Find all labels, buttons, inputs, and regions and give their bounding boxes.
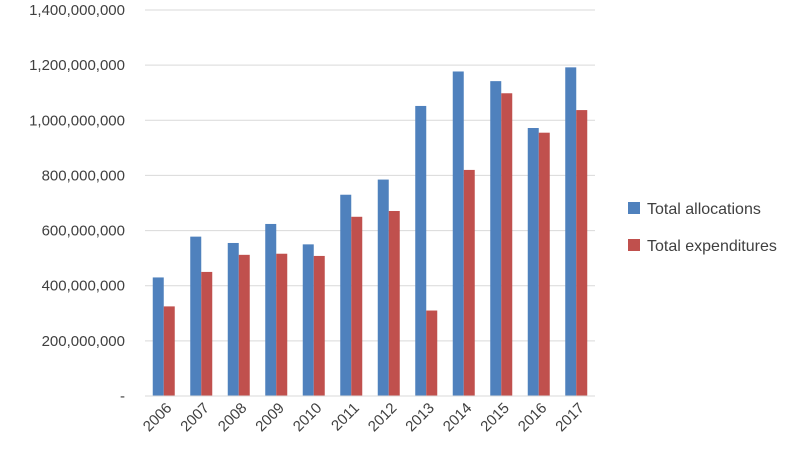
bar-total-allocations-2014 — [452, 71, 464, 396]
bar-total-allocations-2007 — [190, 236, 202, 396]
bar-total-expenditures-2010 — [313, 255, 325, 396]
x-tick-label: 2008 — [215, 400, 251, 436]
bar-total-expenditures-2016 — [538, 132, 550, 396]
bar-total-allocations-2008 — [227, 242, 239, 396]
x-axis: 2006 2007 2008 2009 2010 2011 2012 2013 2014 2015… — [140, 395, 595, 436]
bar-total-expenditures-2007 — [201, 271, 213, 396]
legend-label-total-allocations: Total allocations — [647, 201, 761, 218]
x-tick-label: 2017 — [552, 400, 588, 436]
bar-total-allocations-2009 — [265, 223, 277, 396]
bar-total-expenditures-2009 — [276, 253, 288, 396]
bar-total-allocations-2016 — [527, 128, 539, 396]
bars — [152, 67, 588, 397]
bar-total-expenditures-2017 — [576, 110, 588, 396]
bar-total-expenditures-2013 — [426, 310, 438, 396]
y-tick-label: 1,400,000,000 — [29, 2, 125, 19]
y-tick-label: 400,000,000 — [42, 278, 125, 295]
legend-label-total-expenditures: Total expenditures — [647, 238, 777, 255]
bar-total-expenditures-2015 — [501, 93, 513, 396]
y-axis: - 200,000,000 400,000,000 600,000,000 800,00… — [29, 2, 125, 405]
y-tick-label: 200,000,000 — [42, 333, 125, 350]
x-tick-label: 2010 — [290, 400, 326, 436]
legend-swatch-total-expenditures — [628, 239, 640, 251]
bar-total-allocations-2017 — [565, 67, 577, 396]
y-tick-label: 800,000,000 — [42, 167, 125, 184]
bar-total-allocations-2015 — [490, 81, 502, 397]
x-tick-label: 2006 — [140, 400, 176, 436]
x-tick-label: 2014 — [440, 400, 476, 436]
x-tick-label: 2007 — [177, 400, 213, 436]
y-tick-label: 600,000,000 — [42, 223, 125, 240]
bar-total-expenditures-2012 — [388, 210, 400, 396]
x-tick-label: 2015 — [477, 400, 513, 436]
legend: Total allocations Total expenditures — [628, 201, 777, 255]
bar-total-expenditures-2011 — [351, 216, 363, 396]
gridlines — [145, 9, 595, 397]
bar-total-expenditures-2006 — [163, 306, 175, 396]
y-tick-label: 1,200,000,000 — [29, 57, 125, 74]
x-tick-label: 2009 — [252, 400, 288, 436]
x-tick-label: 2013 — [402, 400, 438, 436]
x-tick-label: 2012 — [365, 400, 401, 436]
bar-total-allocations-2010 — [302, 244, 314, 396]
bar-total-allocations-2006 — [152, 277, 164, 396]
y-tick-label: - — [120, 388, 125, 405]
x-tick-label: 2011 — [328, 400, 363, 435]
bar-total-allocations-2013 — [415, 105, 427, 396]
bar-total-expenditures-2014 — [463, 169, 475, 396]
bar-total-expenditures-2008 — [238, 254, 250, 396]
y-tick-label: 1,000,000,000 — [29, 112, 125, 129]
bar-total-allocations-2011 — [340, 194, 352, 396]
legend-swatch-total-allocations — [628, 202, 640, 214]
bar-total-allocations-2012 — [377, 179, 389, 396]
x-tick-label: 2016 — [515, 400, 551, 436]
